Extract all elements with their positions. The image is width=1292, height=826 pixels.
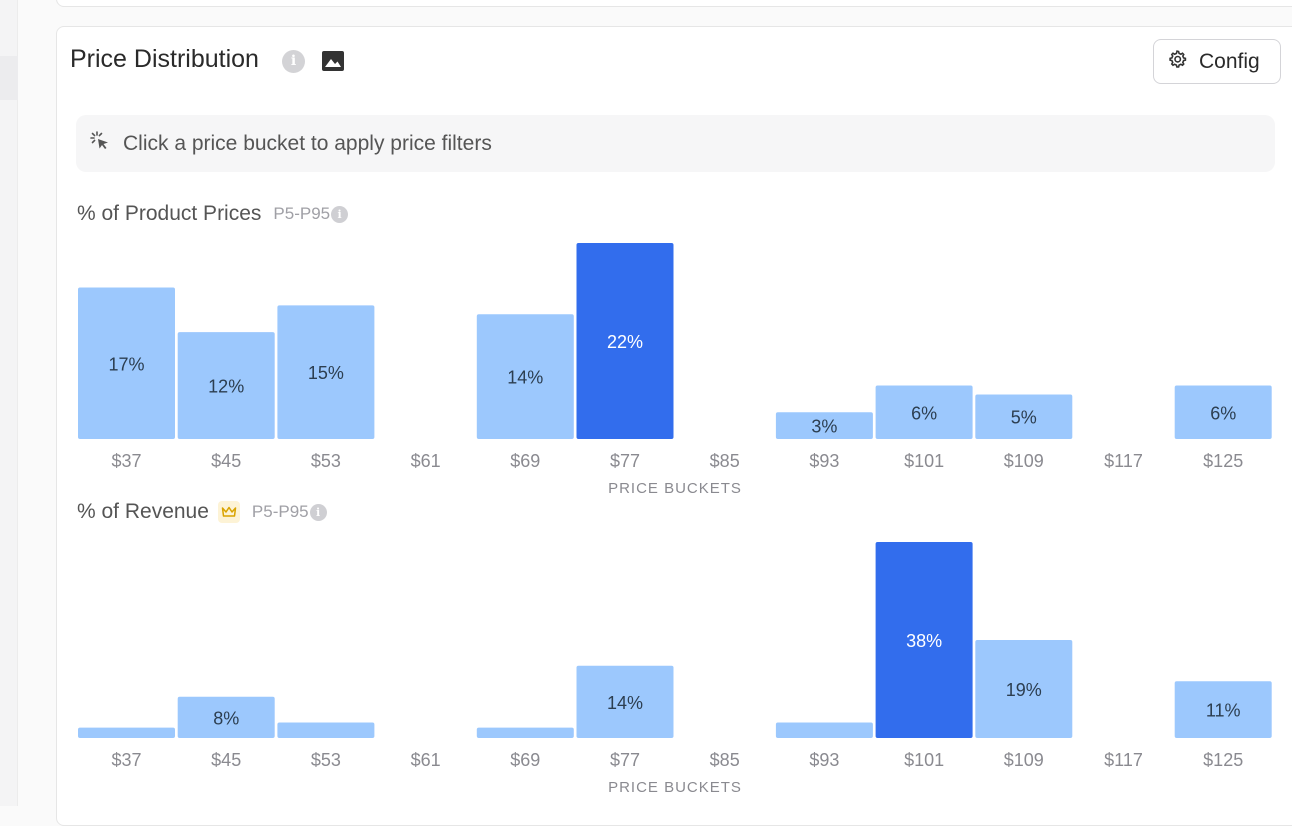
bar-45[interactable] — [177, 696, 275, 738]
image-icon[interactable] — [321, 50, 345, 77]
x-tick-label: $117 — [1104, 451, 1143, 471]
x-tick-label: $69 — [510, 451, 540, 471]
page-title: Price Distribution — [70, 45, 259, 73]
bar-value-label: 12% — [208, 377, 244, 397]
x-tick-label: $109 — [1004, 451, 1044, 471]
x-tick-label: $93 — [809, 750, 839, 770]
bar-109[interactable] — [975, 394, 1073, 439]
x-tick-label: $53 — [311, 750, 341, 770]
x-tick-label: $37 — [111, 750, 141, 770]
revenue-title: % of Revenue — [77, 500, 209, 523]
bar-53[interactable] — [277, 305, 375, 439]
info-icon[interactable]: i — [331, 205, 349, 223]
revenue-tag: P5-P95 — [251, 502, 309, 521]
x-tick-label: $69 — [510, 750, 540, 770]
left-rail-selected-item[interactable] — [0, 56, 18, 100]
config-label: Config — [1199, 49, 1260, 73]
x-tick-label: $77 — [610, 750, 640, 770]
bar-value-label: 8% — [213, 708, 239, 728]
x-tick-label: $85 — [710, 750, 740, 770]
bar-value-label: 19% — [1006, 680, 1042, 700]
x-tick-label: $85 — [710, 451, 740, 471]
bar-93[interactable] — [775, 722, 873, 738]
x-tick-label: $101 — [904, 451, 944, 471]
info-icon[interactable]: i — [309, 503, 327, 521]
x-axis-title: PRICE BUCKETS — [608, 779, 742, 796]
x-tick-label: $101 — [904, 750, 944, 770]
bar-value-label: 3% — [811, 417, 837, 437]
x-tick-label: $125 — [1203, 750, 1243, 770]
x-tick-label: $109 — [1004, 750, 1044, 770]
gear-icon — [1167, 49, 1187, 74]
bar-109[interactable] — [975, 640, 1073, 738]
x-tick-label: $77 — [610, 451, 640, 471]
x-tick-label: $125 — [1203, 451, 1243, 471]
x-tick-label: $117 — [1104, 750, 1143, 770]
bar-value-label: 5% — [1011, 408, 1037, 428]
previous-card — [56, 0, 1292, 7]
bar-value-label: 6% — [911, 403, 937, 423]
x-tick-label: $61 — [411, 451, 441, 471]
x-tick-label: $37 — [111, 451, 141, 471]
left-rail — [0, 0, 18, 806]
x-tick-label: $93 — [809, 451, 839, 471]
x-tick-label: $45 — [211, 451, 241, 471]
click-icon — [89, 130, 111, 157]
revenue-title-row: % of Revenue P5-P95 i — [77, 500, 327, 524]
x-tick-label: $53 — [311, 451, 341, 471]
bar-101[interactable] — [875, 542, 973, 738]
bar-45[interactable] — [177, 332, 275, 439]
x-tick-label: $45 — [211, 750, 241, 770]
crown-icon — [217, 501, 240, 523]
bar-value-label: 11% — [1206, 701, 1241, 721]
bar-37[interactable] — [78, 287, 175, 439]
x-tick-label: $61 — [411, 750, 441, 770]
revenue-chart: $37 8% $45 $53 $61 $69 14% $77 $85 $93 38% $101 19% $… — [78, 542, 1272, 796]
bar-53[interactable] — [277, 722, 375, 738]
product-prices-tag: P5-P95 — [273, 204, 331, 223]
bar-value-label: 14% — [507, 368, 543, 388]
bar-125[interactable] — [1174, 385, 1272, 439]
bar-value-label: 14% — [607, 693, 643, 713]
info-icon[interactable]: i — [282, 50, 305, 73]
product-prices-chart: 17% $37 12% $45 15% $53 $61 14% $69 22% $77 $85 3% $9… — [78, 243, 1272, 497]
bar-69[interactable] — [476, 727, 574, 738]
bar-77[interactable] — [576, 665, 674, 738]
bar-77[interactable] — [576, 243, 674, 439]
x-axis-title: PRICE BUCKETS — [608, 480, 742, 497]
hint-banner: Click a price bucket to apply price filt… — [76, 115, 1275, 172]
bar-93[interactable] — [775, 412, 873, 439]
bar-value-label: 22% — [607, 332, 643, 352]
bar-value-label: 17% — [108, 354, 144, 374]
bar-value-label: 6% — [1210, 403, 1236, 423]
bar-125[interactable] — [1174, 681, 1272, 738]
product-prices-title: % of Product Prices — [77, 202, 262, 225]
product-prices-title-row: % of Product Prices P5-P95 i — [77, 202, 349, 226]
bar-value-label: 38% — [906, 631, 942, 651]
bar-69[interactable] — [476, 314, 574, 439]
bar-101[interactable] — [875, 385, 973, 439]
bar-value-label: 15% — [308, 363, 344, 383]
config-button[interactable]: Config — [1153, 39, 1281, 84]
hint-text: Click a price bucket to apply price filt… — [123, 131, 492, 155]
bar-37[interactable] — [78, 727, 175, 738]
